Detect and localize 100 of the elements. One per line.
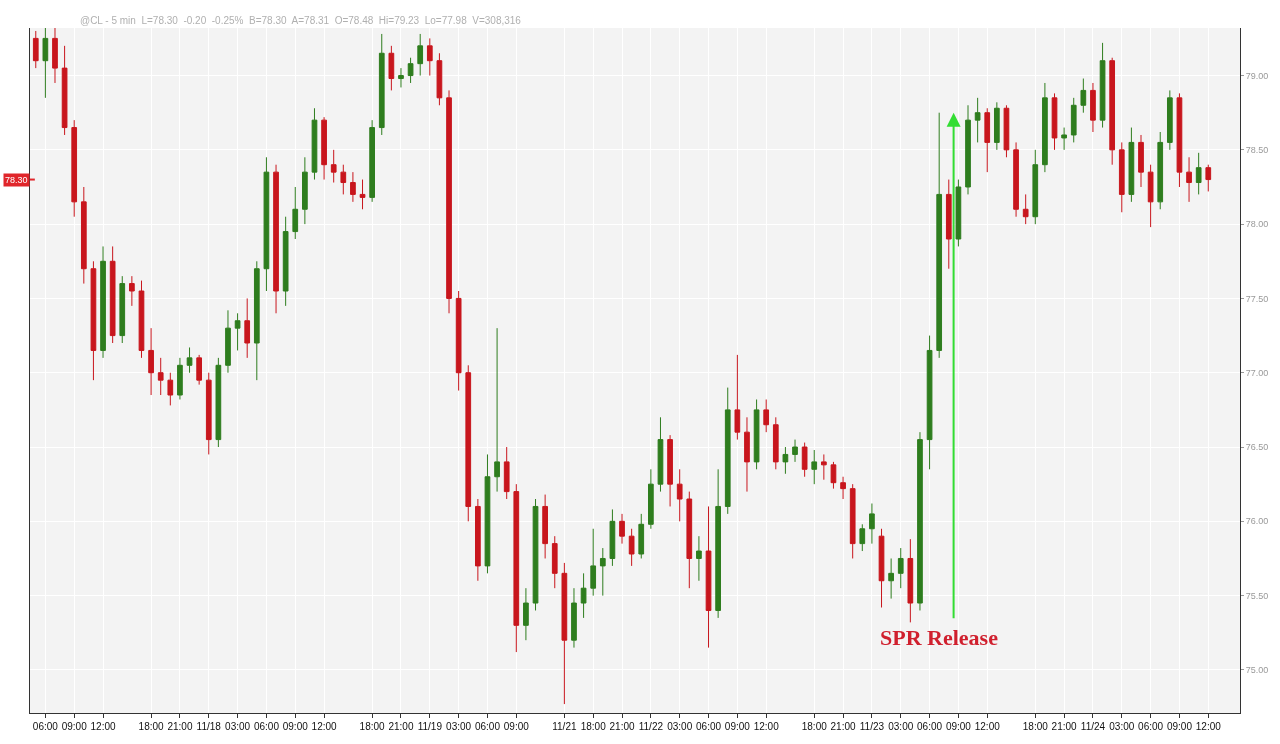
candlestick <box>225 309 231 374</box>
x-tick-label: 18:00 <box>138 721 165 732</box>
x-tick-label: 06:00 <box>32 721 59 732</box>
candlestick <box>599 547 606 597</box>
candlestick <box>936 112 943 359</box>
chart-subtitle: @CL - 5 min L=78.30 -0.20 -0.25% B=78.30 A=78.31 O=78.48 Hi=79.23 Lo=77.98 V=308,316 <box>80 15 522 26</box>
x-tick-label: 09:00 <box>282 721 309 732</box>
candlestick <box>840 476 846 500</box>
candlestick <box>350 171 356 203</box>
candlestick <box>513 483 520 653</box>
x-tick-label: 21:00 <box>609 721 635 732</box>
candlestick <box>1166 89 1173 151</box>
candlestick <box>609 508 616 567</box>
candlestick <box>792 439 798 463</box>
candlestick <box>1147 164 1154 228</box>
candlestick <box>811 449 818 485</box>
ref-line-label: 78.30 <box>5 175 28 185</box>
candlestick <box>330 149 337 184</box>
candlestick <box>1157 131 1164 210</box>
candlestick <box>734 354 741 441</box>
y-tick-label: 76.00 <box>1245 516 1269 527</box>
candlestick <box>61 45 68 136</box>
candlestick <box>157 357 164 396</box>
candlestick <box>619 513 625 545</box>
candlestick <box>302 156 308 225</box>
candlestick <box>292 186 299 240</box>
candlestick <box>926 335 933 470</box>
candlestick <box>1118 141 1125 213</box>
candlestick <box>1099 42 1106 129</box>
x-tick-label: 21:00 <box>1051 721 1078 732</box>
x-tick-label: 09:00 <box>1166 721 1193 732</box>
candlestick <box>503 446 510 500</box>
candlestick <box>532 498 539 611</box>
candlestick <box>907 538 914 623</box>
candlestick <box>917 431 923 611</box>
candlestick <box>551 535 558 589</box>
candlestick <box>648 468 654 530</box>
candlestick <box>475 498 481 582</box>
candlestick <box>705 505 712 649</box>
candlestick <box>205 372 212 455</box>
candlestick <box>455 290 462 392</box>
candlestick <box>571 587 577 649</box>
candlestick <box>426 37 433 77</box>
x-tick-label: 11/18 <box>196 721 222 732</box>
candlestick <box>398 67 404 88</box>
candlestick <box>830 461 837 490</box>
candlestick <box>696 535 702 582</box>
x-tick-label: 09:00 <box>945 721 972 732</box>
candlestick <box>196 354 202 386</box>
candlestick <box>1061 127 1067 151</box>
candlestick <box>1022 193 1029 225</box>
candlestick <box>311 107 318 181</box>
annotation: SPR Release <box>880 625 999 650</box>
x-tick-label: 11/22 <box>638 721 664 732</box>
candlestick <box>686 491 693 589</box>
y-tick-label: 77.50 <box>1245 293 1269 304</box>
candlestick <box>753 398 760 470</box>
candlestick <box>993 101 1000 151</box>
x-tick-label: 11/21 <box>552 721 577 732</box>
x-tick-label: 06:00 <box>696 721 722 732</box>
x-tick-label: 11/23 <box>859 721 885 732</box>
candlestick <box>974 97 981 143</box>
candlestick <box>32 30 39 69</box>
candlestick <box>801 442 808 478</box>
candlestick <box>667 434 673 507</box>
candlestick <box>1032 149 1039 225</box>
candlestick <box>465 364 472 522</box>
y-tick-label: 75.00 <box>1245 665 1269 676</box>
candlestick <box>436 52 443 106</box>
candlestick <box>984 107 991 173</box>
candlestick <box>446 89 452 314</box>
x-tick-label: 12:00 <box>753 721 780 732</box>
x-tick-label: 18:00 <box>580 721 607 732</box>
x-tick-label: 09:00 <box>724 721 751 732</box>
x-tick-label: 12:00 <box>311 721 338 732</box>
candlestick <box>1080 78 1087 114</box>
y-tick-label: 78.50 <box>1245 144 1269 155</box>
candlestick <box>1042 82 1048 173</box>
candlestick <box>90 260 97 381</box>
x-tick-label: 21:00 <box>388 721 414 732</box>
candlestick <box>359 179 366 210</box>
candlestick <box>177 357 183 400</box>
candlestick <box>772 416 779 470</box>
x-tick-label: 12:00 <box>974 721 1001 732</box>
candlestick <box>561 562 568 705</box>
candlestick <box>859 523 866 552</box>
candlestick <box>119 275 126 344</box>
candlestick <box>129 275 135 307</box>
x-tick-label: 12:00 <box>90 721 116 732</box>
candlestick <box>1051 92 1058 151</box>
candlestick <box>138 280 145 359</box>
candlestick <box>282 216 289 307</box>
y-tick-label: 75.50 <box>1245 590 1269 601</box>
x-tick-label: 11/19 <box>417 721 443 732</box>
candlestick <box>897 547 904 589</box>
candlestick <box>388 45 395 91</box>
x-tick-label: 09:00 <box>503 721 530 732</box>
candlestick <box>340 164 347 195</box>
x-tick-label: 21:00 <box>167 721 193 732</box>
y-tick-label: 78.00 <box>1245 219 1269 230</box>
